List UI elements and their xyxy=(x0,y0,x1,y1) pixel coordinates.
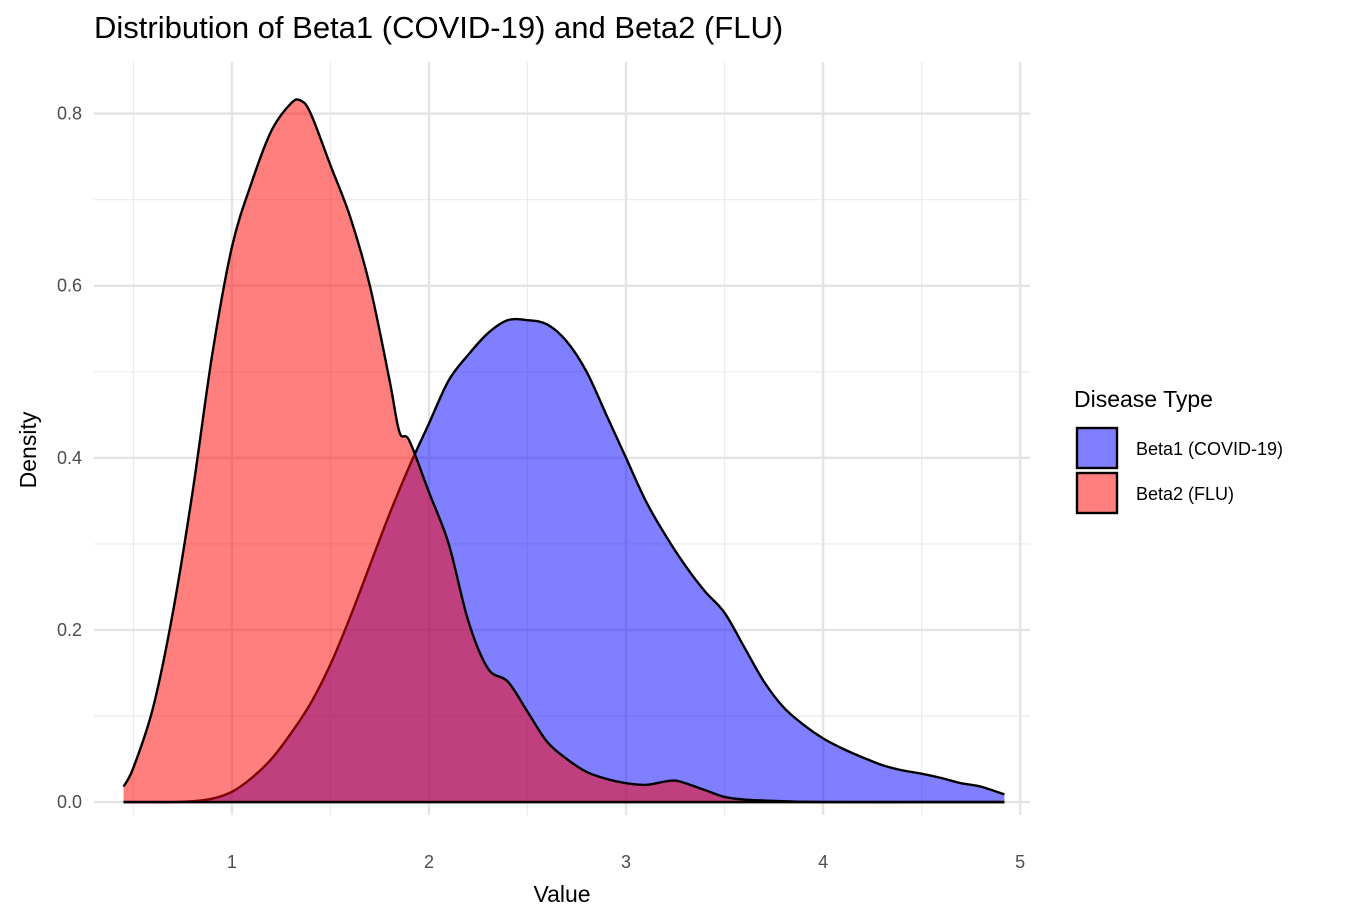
x-tick-label: 3 xyxy=(621,852,631,872)
x-tick-label: 5 xyxy=(1015,852,1025,872)
chart-title: Distribution of Beta1 (COVID-19) and Bet… xyxy=(94,10,784,45)
legend-swatch xyxy=(1075,426,1119,470)
density-area-beta2 xyxy=(123,99,1005,803)
x-axis-title: Value xyxy=(533,881,590,907)
legend-label: Beta1 (COVID-19) xyxy=(1136,439,1283,459)
legend-item: Beta2 (FLU) xyxy=(1075,471,1234,515)
x-axis-ticks: 1 2 3 4 5 xyxy=(227,852,1025,872)
legend-title: Disease Type xyxy=(1074,386,1213,412)
y-tick-label: 0.4 xyxy=(57,448,82,468)
y-tick-label: 0.8 xyxy=(57,104,82,124)
y-tick-label: 0.0 xyxy=(57,792,82,812)
legend-items: Beta1 (COVID-19) Beta2 (FLU) xyxy=(1075,426,1283,515)
legend-label: Beta2 (FLU) xyxy=(1136,484,1234,504)
legend-swatch xyxy=(1075,471,1119,515)
legend: Disease Type Beta1 (COVID-19) Beta2 (FLU) xyxy=(1074,386,1283,515)
x-tick-label: 2 xyxy=(424,852,434,872)
x-tick-label: 1 xyxy=(227,852,237,872)
density-outline-beta2 xyxy=(122,98,1005,804)
density-areas xyxy=(122,98,1005,804)
y-tick-label: 0.6 xyxy=(57,276,82,296)
x-tick-label: 4 xyxy=(818,852,828,872)
y-axis-title: Density xyxy=(15,411,41,488)
legend-item: Beta1 (COVID-19) xyxy=(1075,426,1283,470)
y-axis-ticks: 0.0 0.2 0.4 0.6 0.8 xyxy=(57,104,82,812)
y-tick-label: 0.2 xyxy=(57,620,82,640)
